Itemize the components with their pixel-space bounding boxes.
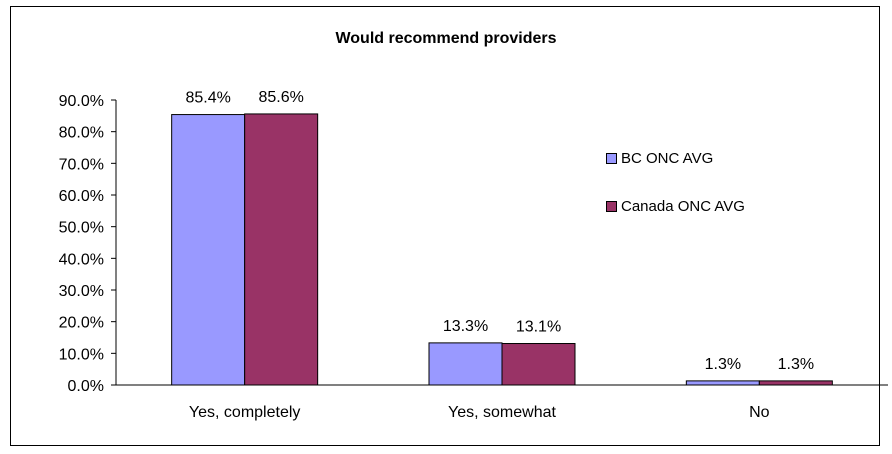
category-label: Yes, somewhat [448, 404, 556, 421]
data-label: 1.3% [778, 356, 814, 373]
bar [758, 380, 833, 386]
legend-label-canada: Canada ONC AVG [621, 197, 745, 215]
y-tick-label: 90.0% [59, 93, 104, 110]
legend-item-bc: BC ONC AVG [606, 148, 745, 168]
legend-swatch-canada [606, 200, 617, 212]
y-tick-label: 40.0% [59, 251, 104, 268]
bar [171, 114, 246, 386]
bar [685, 380, 760, 386]
y-tick-label: 80.0% [59, 125, 104, 142]
data-label: 85.4% [185, 90, 230, 107]
y-tick-label: 70.0% [59, 156, 104, 173]
bar [501, 343, 576, 386]
legend-item-canada: Canada ONC AVG [606, 196, 745, 216]
y-tick-label: 10.0% [59, 346, 104, 363]
chart-title: Would recommend providers [335, 30, 557, 47]
category-label: No [749, 404, 770, 421]
legend-label-bc: BC ONC AVG [621, 149, 714, 167]
legend: BC ONC AVG Canada ONC AVG [606, 148, 745, 244]
bar [428, 342, 503, 386]
data-label: 13.3% [443, 318, 488, 335]
data-label: 85.6% [258, 89, 303, 106]
y-tick-label: 20.0% [59, 315, 104, 332]
data-label: 13.1% [516, 319, 561, 336]
category-label: Yes, completely [189, 404, 300, 421]
y-tick-label: 0.0% [68, 378, 104, 395]
y-tick-label: 30.0% [59, 283, 104, 300]
bar [244, 113, 319, 386]
legend-swatch-bc [606, 152, 617, 164]
data-label: 1.3% [705, 356, 741, 373]
y-tick-label: 60.0% [59, 188, 104, 205]
y-tick-label: 50.0% [59, 220, 104, 237]
